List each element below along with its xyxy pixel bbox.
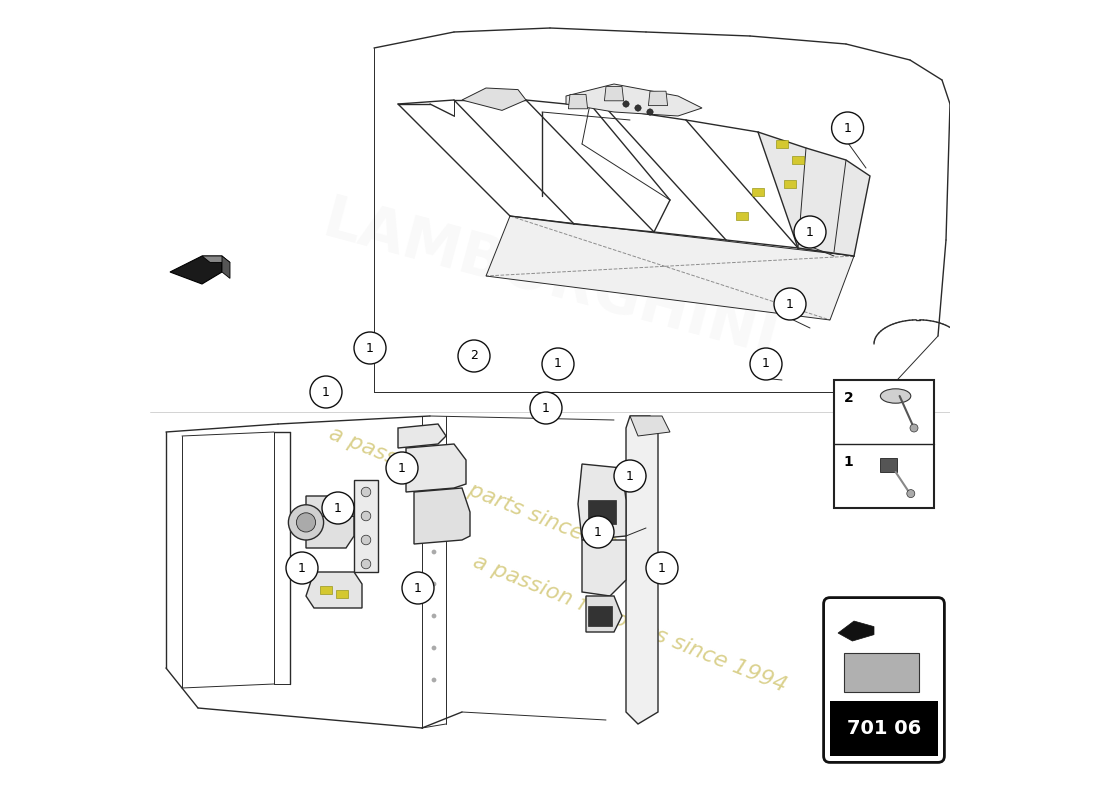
Text: 1: 1 xyxy=(542,402,550,414)
Polygon shape xyxy=(838,621,875,641)
FancyBboxPatch shape xyxy=(736,212,748,220)
Circle shape xyxy=(906,490,915,498)
Polygon shape xyxy=(758,132,870,256)
Circle shape xyxy=(361,487,371,497)
FancyBboxPatch shape xyxy=(845,653,918,692)
Polygon shape xyxy=(630,416,670,436)
Text: 1: 1 xyxy=(414,582,422,594)
FancyBboxPatch shape xyxy=(588,500,616,524)
Text: a passion for parts since 1994: a passion for parts since 1994 xyxy=(471,552,790,696)
Polygon shape xyxy=(306,572,362,608)
Circle shape xyxy=(288,505,323,540)
Text: 2: 2 xyxy=(470,350,477,362)
Polygon shape xyxy=(604,86,624,101)
FancyBboxPatch shape xyxy=(751,188,764,196)
Text: 1: 1 xyxy=(298,562,306,574)
Circle shape xyxy=(750,348,782,380)
Circle shape xyxy=(431,646,437,650)
Text: 1: 1 xyxy=(334,502,342,514)
Circle shape xyxy=(635,105,641,111)
Text: 1: 1 xyxy=(844,122,851,134)
Text: 1: 1 xyxy=(762,358,770,370)
Circle shape xyxy=(647,109,653,115)
Circle shape xyxy=(431,678,437,682)
Circle shape xyxy=(832,112,864,144)
FancyBboxPatch shape xyxy=(337,590,348,598)
Polygon shape xyxy=(414,488,470,544)
Text: 2: 2 xyxy=(844,391,854,405)
FancyBboxPatch shape xyxy=(824,598,945,762)
Circle shape xyxy=(286,552,318,584)
Circle shape xyxy=(530,392,562,424)
Text: 701 06: 701 06 xyxy=(847,719,921,738)
Circle shape xyxy=(310,376,342,408)
Polygon shape xyxy=(202,256,230,262)
Polygon shape xyxy=(398,424,446,448)
Polygon shape xyxy=(306,496,354,548)
Text: 1: 1 xyxy=(594,526,602,538)
Text: 1: 1 xyxy=(398,462,406,474)
Polygon shape xyxy=(586,596,622,632)
Circle shape xyxy=(774,288,806,320)
Text: 1: 1 xyxy=(626,470,634,482)
Text: 1: 1 xyxy=(554,358,562,370)
FancyBboxPatch shape xyxy=(776,140,789,148)
Text: 1: 1 xyxy=(806,226,814,238)
Polygon shape xyxy=(354,480,378,572)
Text: 1: 1 xyxy=(786,298,794,310)
Circle shape xyxy=(623,101,629,107)
Circle shape xyxy=(431,614,437,618)
Polygon shape xyxy=(578,464,626,540)
Polygon shape xyxy=(462,88,526,110)
Circle shape xyxy=(361,535,371,545)
Polygon shape xyxy=(170,256,222,284)
Circle shape xyxy=(646,552,678,584)
Circle shape xyxy=(542,348,574,380)
Polygon shape xyxy=(406,444,466,492)
Polygon shape xyxy=(582,540,626,596)
Circle shape xyxy=(431,454,437,458)
FancyBboxPatch shape xyxy=(792,156,804,164)
Ellipse shape xyxy=(880,389,911,403)
Circle shape xyxy=(354,332,386,364)
FancyBboxPatch shape xyxy=(588,606,613,626)
Polygon shape xyxy=(569,94,587,109)
Circle shape xyxy=(361,511,371,521)
Circle shape xyxy=(794,216,826,248)
FancyBboxPatch shape xyxy=(880,458,898,472)
Circle shape xyxy=(458,340,490,372)
Text: a passion for parts since 1994: a passion for parts since 1994 xyxy=(327,424,646,568)
Text: 1: 1 xyxy=(658,562,666,574)
Circle shape xyxy=(431,550,437,554)
Circle shape xyxy=(402,572,434,604)
Circle shape xyxy=(431,486,437,490)
Circle shape xyxy=(361,559,371,569)
Circle shape xyxy=(431,518,437,522)
Polygon shape xyxy=(566,84,702,116)
Circle shape xyxy=(910,424,918,432)
Text: LAMBORGHINI: LAMBORGHINI xyxy=(317,192,783,368)
Polygon shape xyxy=(222,256,230,278)
Circle shape xyxy=(582,516,614,548)
Polygon shape xyxy=(486,216,854,320)
Circle shape xyxy=(614,460,646,492)
Circle shape xyxy=(322,492,354,524)
Circle shape xyxy=(296,513,316,532)
FancyBboxPatch shape xyxy=(830,702,938,756)
Polygon shape xyxy=(648,91,668,106)
FancyBboxPatch shape xyxy=(783,180,796,188)
Circle shape xyxy=(431,582,437,586)
FancyBboxPatch shape xyxy=(320,586,331,594)
FancyBboxPatch shape xyxy=(834,380,934,508)
Text: 1: 1 xyxy=(844,455,854,469)
Text: 1: 1 xyxy=(322,386,330,398)
Polygon shape xyxy=(626,416,658,724)
Circle shape xyxy=(386,452,418,484)
Text: 1: 1 xyxy=(366,342,374,354)
